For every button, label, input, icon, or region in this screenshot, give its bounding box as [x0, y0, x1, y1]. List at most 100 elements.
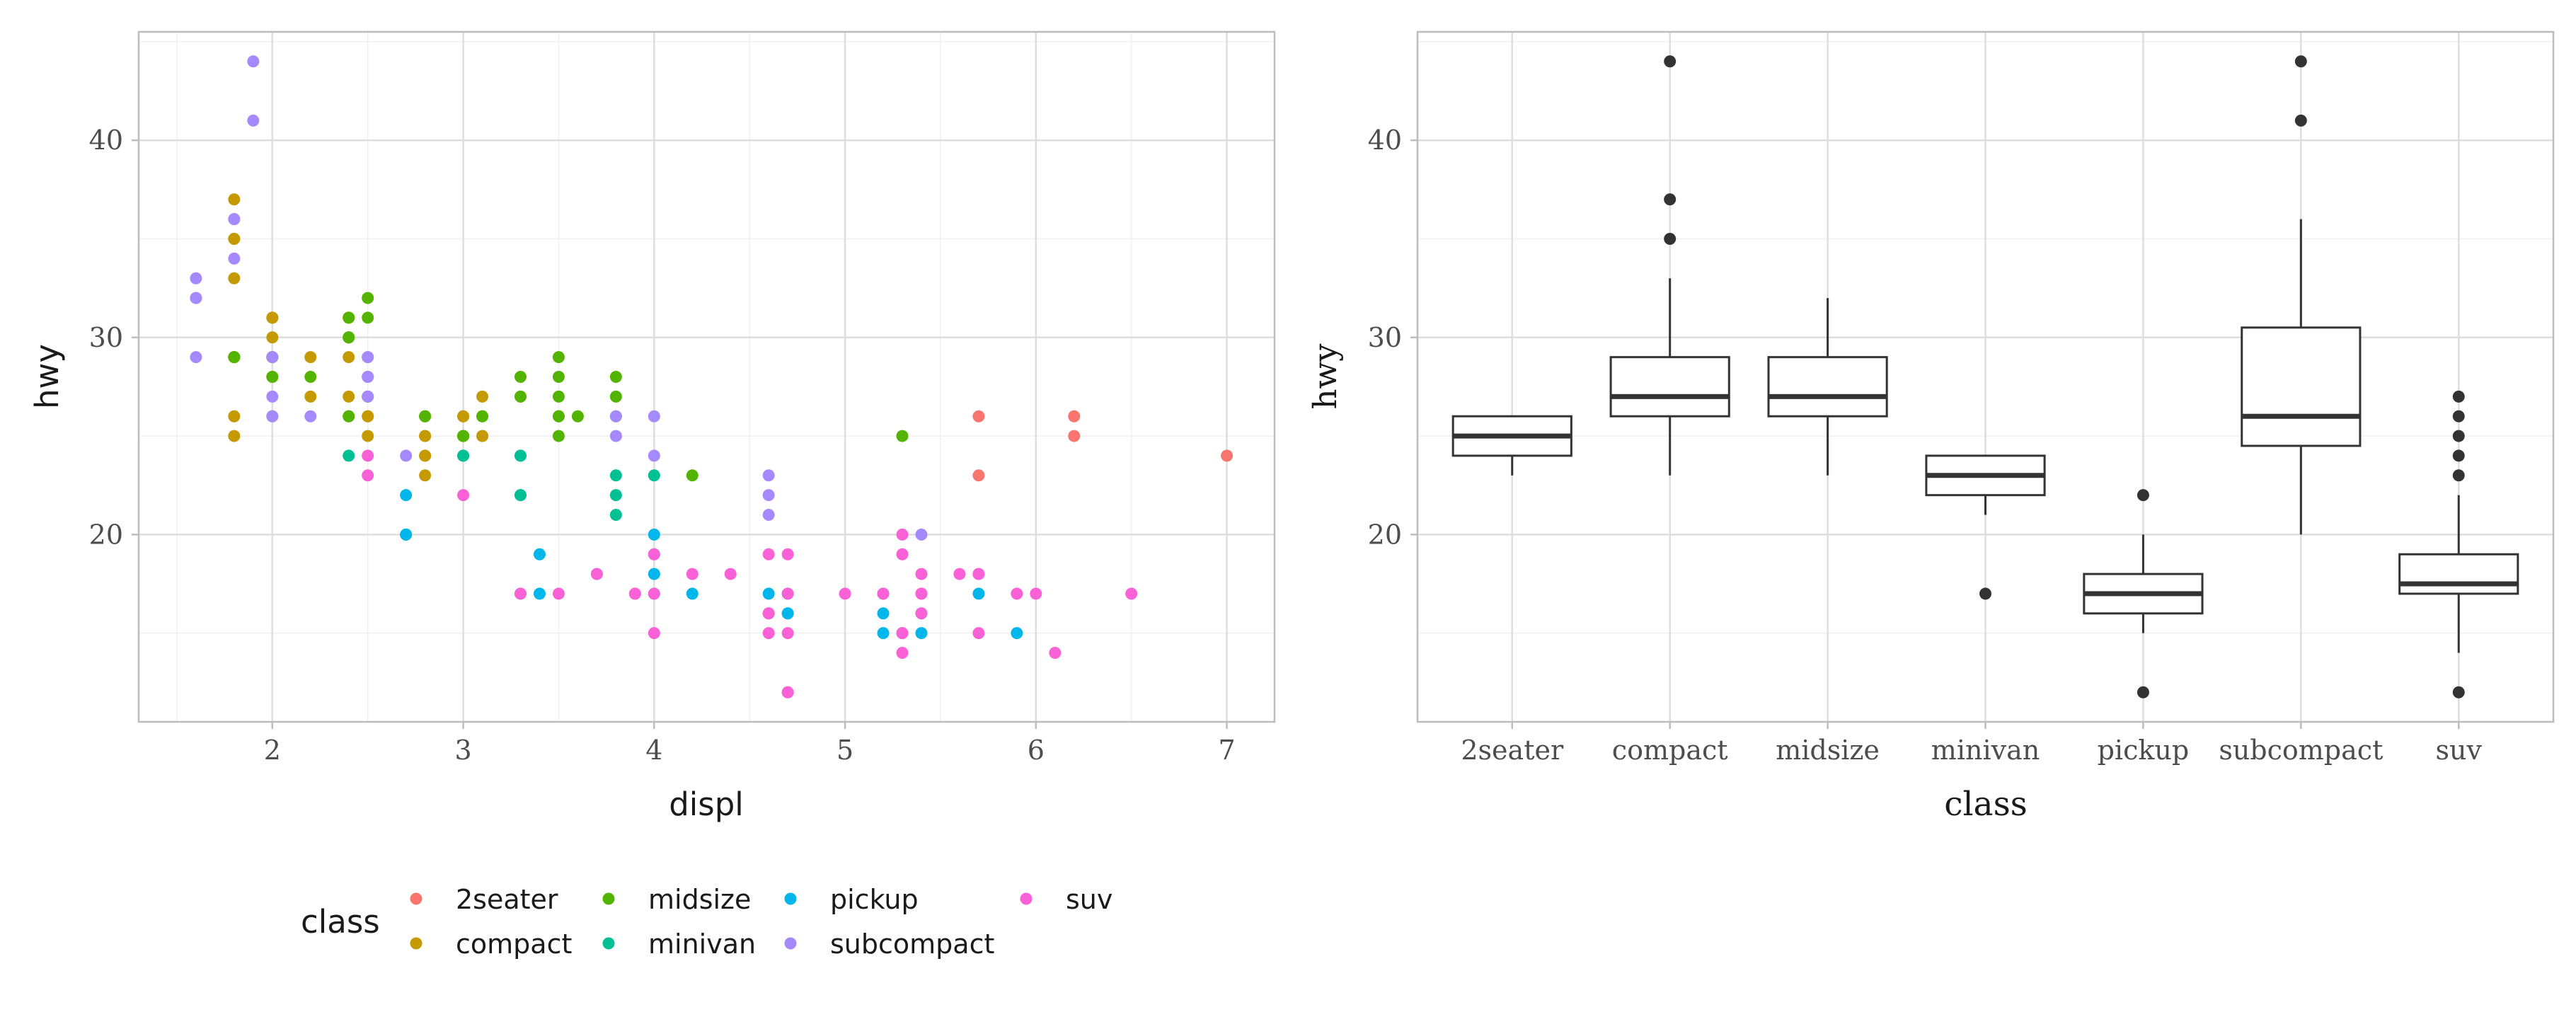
y-tick-label: 20 — [1368, 519, 1402, 550]
data-point-subcompact — [266, 390, 279, 403]
y-tick-label: 30 — [89, 322, 123, 353]
data-point-midsize — [457, 430, 470, 442]
x-tick-label: midsize — [1776, 735, 1880, 766]
data-point-suv — [457, 489, 470, 502]
data-point-midsize — [343, 311, 355, 324]
legend-key-minivan — [602, 937, 615, 950]
data-point-compact — [343, 390, 355, 403]
data-point-pickup — [1011, 627, 1023, 640]
data-point-midsize — [552, 410, 565, 422]
scatter-x-tick-labels: 2 3 4 5 6 7 — [264, 722, 1236, 766]
boxplot-panel: 2seater compact midsize minivan pickup subcom… — [1306, 30, 2555, 824]
legend-key-2seater — [410, 892, 422, 905]
scatter-x-axis-title: displ — [669, 786, 744, 823]
data-point-suv — [724, 568, 737, 580]
outlier-point — [1664, 193, 1677, 206]
data-point-suv — [762, 607, 775, 620]
box-suv — [2398, 390, 2519, 698]
data-point-suv — [896, 647, 909, 659]
scatter-plot-area — [139, 32, 1275, 722]
data-point-suv — [628, 587, 641, 600]
data-point-2seater — [972, 410, 985, 422]
data-point-subcompact — [362, 390, 374, 403]
legend-label-minivan: minivan — [648, 928, 756, 960]
data-point-subcompact — [762, 469, 775, 482]
outlier-point — [2452, 469, 2465, 482]
data-point-midsize — [552, 351, 565, 364]
data-point-suv — [1011, 587, 1023, 600]
legend-key-subcompact — [784, 937, 797, 950]
data-point-suv — [972, 568, 985, 580]
data-point-subcompact — [266, 351, 279, 364]
x-tick-label: 4 — [645, 735, 662, 766]
box-subcompact — [2241, 55, 2362, 535]
data-point-subcompact — [190, 272, 202, 284]
data-point-subcompact — [762, 489, 775, 502]
y-tick-label: 30 — [1368, 322, 1402, 353]
data-point-subcompact — [266, 410, 279, 422]
data-point-2seater — [1221, 449, 1234, 462]
legend-label-compact: compact — [456, 928, 572, 960]
legend-items: 2seater compact midsize minivan pickup subcom… — [410, 884, 1112, 960]
legend-title: class — [301, 903, 380, 941]
box-2seater — [1451, 415, 1572, 476]
data-point-pickup — [762, 587, 775, 600]
data-point-minivan — [514, 449, 527, 462]
outlier-point — [1664, 55, 1677, 68]
boxplot-y-tick-labels: 20 30 40 — [1368, 125, 1418, 550]
data-point-midsize — [362, 311, 374, 324]
legend-key-midsize — [602, 892, 615, 905]
data-point-midsize — [514, 390, 527, 403]
data-point-pickup — [400, 528, 413, 541]
data-point-compact — [304, 351, 317, 364]
data-point-compact — [419, 449, 432, 462]
data-point-compact — [266, 311, 279, 324]
data-point-suv — [362, 449, 374, 462]
data-point-pickup — [877, 627, 890, 640]
outlier-point — [2294, 55, 2307, 68]
x-tick-label: 3 — [454, 735, 471, 766]
data-point-suv — [552, 587, 565, 600]
data-point-pickup — [648, 528, 660, 541]
data-point-midsize — [896, 430, 909, 442]
data-point-midsize — [552, 390, 565, 403]
data-point-suv — [1030, 587, 1042, 600]
data-point-suv — [590, 568, 603, 580]
data-point-suv — [648, 627, 660, 640]
data-point-pickup — [972, 587, 985, 600]
legend-label-midsize: midsize — [648, 884, 751, 915]
data-point-subcompact — [400, 449, 413, 462]
data-point-subcompact — [762, 509, 775, 521]
data-point-suv — [762, 627, 775, 640]
data-point-compact — [228, 410, 241, 422]
data-point-compact — [457, 410, 470, 422]
y-tick-label: 40 — [89, 125, 123, 156]
legend-key-suv — [1020, 892, 1033, 905]
x-tick-label: suv — [2436, 735, 2483, 766]
outlier-point — [2294, 114, 2307, 127]
data-point-subcompact — [609, 410, 622, 422]
data-point-suv — [781, 587, 794, 600]
legend-key-pickup — [784, 892, 797, 905]
outlier-point — [2137, 489, 2149, 502]
data-point-pickup — [877, 607, 890, 620]
data-point-minivan — [609, 469, 622, 482]
x-tick-label: 5 — [836, 735, 853, 766]
data-point-minivan — [609, 509, 622, 521]
boxplot-y-axis-title: hwy — [1306, 343, 1344, 410]
x-tick-label: 6 — [1028, 735, 1045, 766]
data-point-subcompact — [247, 114, 260, 127]
data-point-midsize — [514, 371, 527, 383]
data-point-minivan — [343, 449, 355, 462]
data-point-compact — [343, 351, 355, 364]
x-tick-label: pickup — [2098, 735, 2190, 766]
data-point-suv — [648, 587, 660, 600]
data-point-midsize — [686, 469, 698, 482]
data-point-2seater — [972, 469, 985, 482]
data-point-suv — [915, 587, 928, 600]
x-tick-label: 7 — [1218, 735, 1235, 766]
data-point-suv — [514, 587, 527, 600]
outlier-point — [2452, 410, 2465, 422]
data-point-midsize — [609, 390, 622, 403]
